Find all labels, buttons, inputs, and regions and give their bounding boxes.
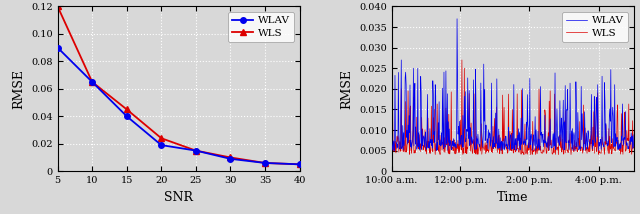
WLS	[503, 146, 511, 148]
WLAV	[261, 162, 269, 164]
Y-axis label: RMSE: RMSE	[340, 69, 353, 109]
WLAV	[453, 18, 461, 20]
WLAV	[587, 133, 595, 136]
WLAV	[390, 149, 398, 152]
WLAV	[157, 144, 165, 146]
WLS	[519, 151, 527, 153]
X-axis label: Time: Time	[497, 191, 529, 204]
Line: WLAV: WLAV	[392, 19, 634, 151]
WLAV	[227, 158, 234, 160]
Legend: WLAV, WLS: WLAV, WLS	[228, 12, 294, 42]
WLAV	[388, 128, 396, 131]
WLAV	[504, 146, 511, 148]
WLAV	[88, 81, 96, 83]
WLAV	[520, 143, 527, 146]
WLAV	[123, 115, 131, 117]
WLAV	[54, 46, 61, 49]
WLAV	[630, 146, 637, 149]
WLAV	[192, 149, 200, 152]
WLS	[261, 162, 269, 164]
Legend: WLAV, WLS: WLAV, WLS	[562, 12, 628, 42]
WLS	[296, 163, 303, 166]
Y-axis label: RMSE: RMSE	[12, 69, 26, 109]
Line: WLS: WLS	[392, 60, 634, 155]
WLS	[123, 108, 131, 111]
WLS	[555, 153, 563, 156]
WLS	[630, 146, 637, 149]
Line: WLAV: WLAV	[55, 45, 302, 167]
WLAV	[625, 147, 632, 150]
WLS	[458, 59, 466, 61]
WLS	[388, 138, 396, 140]
Line: WLS: WLS	[55, 4, 302, 167]
WLS	[587, 143, 595, 145]
WLS	[157, 137, 165, 140]
WLS	[532, 149, 540, 152]
WLS	[192, 149, 200, 152]
X-axis label: SNR: SNR	[164, 191, 193, 204]
WLS	[625, 103, 632, 105]
WLS	[227, 156, 234, 159]
WLS	[54, 5, 61, 8]
WLS	[504, 93, 512, 95]
WLAV	[505, 134, 513, 136]
WLAV	[296, 163, 303, 166]
WLAV	[532, 142, 540, 144]
WLS	[88, 81, 96, 83]
